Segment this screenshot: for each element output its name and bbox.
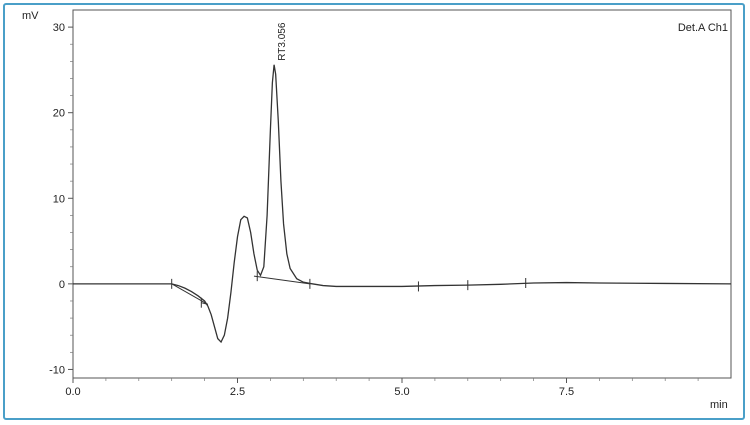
x-tick-label: 0.0: [65, 386, 80, 398]
peak-annotations: RT3.056: [277, 22, 288, 61]
x-tick-label: 7.5: [559, 386, 574, 398]
x-tick-label: 2.5: [230, 386, 245, 398]
detector-label: Det.A Ch1: [678, 22, 728, 34]
x-axis-unit: min: [710, 399, 728, 411]
chart-frame: [3, 3, 745, 420]
baseline-segment: [171, 283, 209, 305]
x-tick-label: 5.0: [394, 386, 409, 398]
y-tick-label: 30: [53, 22, 65, 34]
y-tick-label: 10: [53, 193, 65, 205]
signal-trace: [73, 64, 732, 344]
x-axis: 0.0 2.5 5.0 7.5: [65, 378, 699, 398]
y-axis-unit: mV: [22, 10, 39, 22]
peak-label: RT3.056: [277, 22, 288, 61]
y-axis: -10 0 10 20 30: [49, 22, 73, 376]
y-tick-label: 0: [59, 279, 65, 291]
peak-marks: [171, 271, 527, 308]
baseline-segment: [253, 275, 310, 285]
integration-baselines: [171, 275, 310, 305]
y-tick-label: -10: [49, 364, 65, 376]
y-tick-label: 20: [53, 108, 65, 120]
plot-area: [72, 9, 732, 379]
